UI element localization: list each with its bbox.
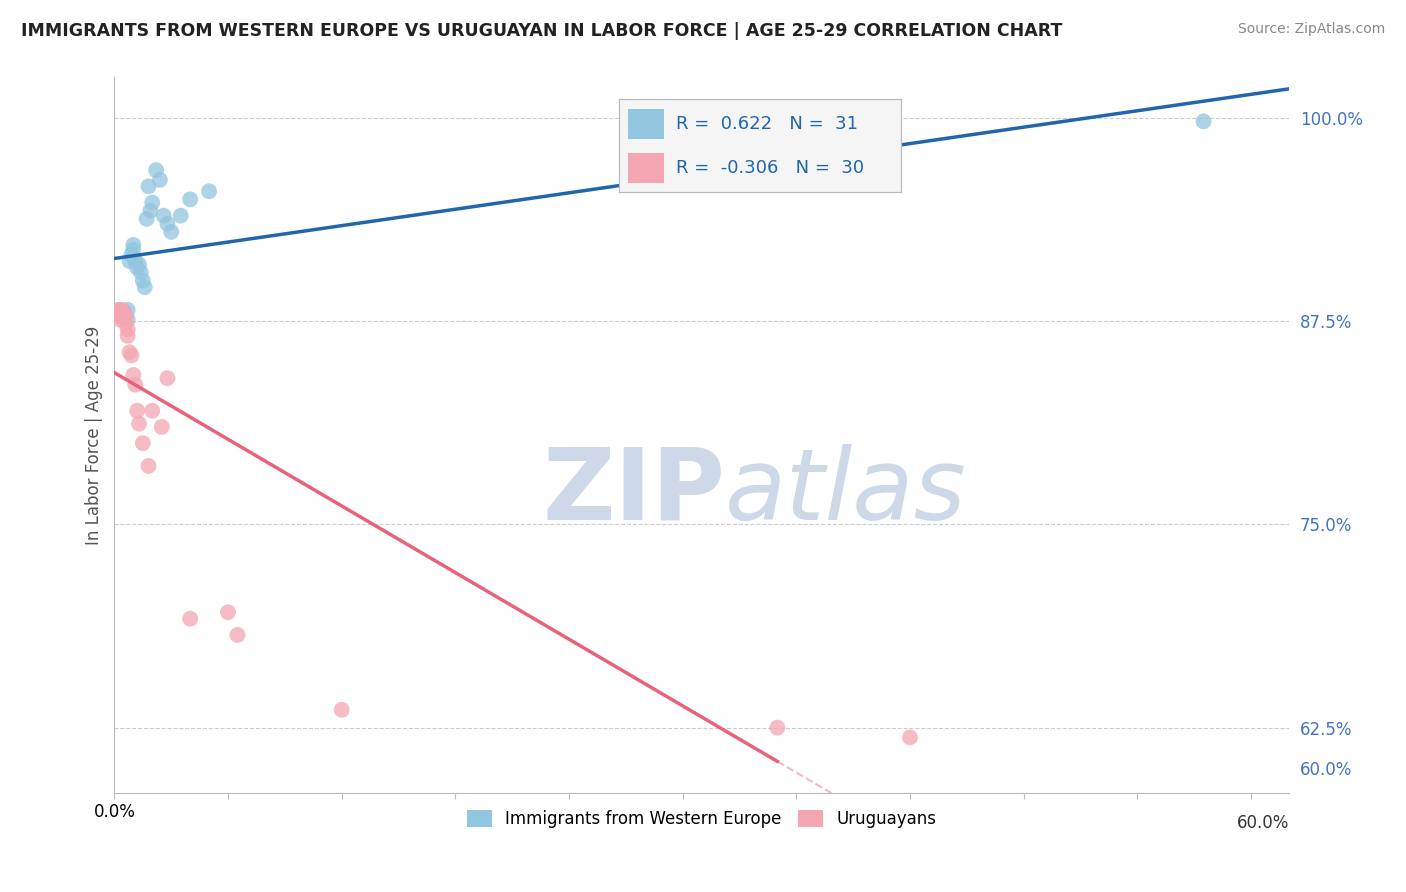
Point xyxy=(138,179,160,194)
Point xyxy=(120,348,142,362)
Text: atlas: atlas xyxy=(725,443,967,541)
Point xyxy=(122,243,145,257)
Point xyxy=(117,312,139,326)
Point xyxy=(107,302,129,317)
Point xyxy=(117,322,139,336)
Point xyxy=(141,403,163,417)
Point xyxy=(122,238,145,252)
Y-axis label: In Labor Force | Age 25-29: In Labor Force | Age 25-29 xyxy=(86,326,103,545)
Point xyxy=(118,345,141,359)
Point xyxy=(127,260,149,275)
Point xyxy=(117,329,139,343)
Point xyxy=(117,302,139,317)
Point xyxy=(1192,114,1215,128)
Point xyxy=(226,628,249,642)
Point xyxy=(112,310,135,324)
Point xyxy=(118,254,141,268)
Point xyxy=(156,217,179,231)
Point xyxy=(114,310,136,324)
Point xyxy=(124,254,146,268)
Point xyxy=(150,420,173,434)
Point xyxy=(129,265,152,279)
Point xyxy=(149,173,172,187)
Point xyxy=(198,184,221,198)
Point xyxy=(156,371,179,385)
Point xyxy=(107,310,129,324)
Point xyxy=(141,195,163,210)
Point xyxy=(160,225,183,239)
Point xyxy=(134,280,156,294)
Point xyxy=(330,703,353,717)
Point xyxy=(139,203,162,218)
Point xyxy=(127,403,149,417)
Point xyxy=(145,163,167,178)
Point xyxy=(108,306,131,320)
Text: IMMIGRANTS FROM WESTERN EUROPE VS URUGUAYAN IN LABOR FORCE | AGE 25-29 CORRELATI: IMMIGRANTS FROM WESTERN EUROPE VS URUGUA… xyxy=(21,22,1063,40)
Point xyxy=(217,605,239,619)
Point xyxy=(114,316,136,330)
Point xyxy=(122,368,145,382)
Point xyxy=(112,304,135,318)
Legend: Immigrants from Western Europe, Uruguayans: Immigrants from Western Europe, Uruguaya… xyxy=(460,803,943,834)
Point xyxy=(111,310,134,324)
Point xyxy=(128,417,150,431)
Point xyxy=(111,302,134,317)
Point xyxy=(152,209,174,223)
Point xyxy=(108,310,131,324)
Point xyxy=(112,308,135,322)
Point xyxy=(132,274,155,288)
Point xyxy=(132,436,155,450)
Point xyxy=(108,310,131,324)
Point xyxy=(766,721,789,735)
Point xyxy=(128,257,150,271)
Point xyxy=(108,302,131,317)
Point xyxy=(179,192,201,206)
Point xyxy=(108,306,131,320)
Point xyxy=(120,247,142,261)
Point xyxy=(108,312,131,326)
Text: ZIP: ZIP xyxy=(543,443,725,541)
Point xyxy=(124,377,146,392)
Point xyxy=(112,306,135,320)
Text: Source: ZipAtlas.com: Source: ZipAtlas.com xyxy=(1237,22,1385,37)
Point xyxy=(179,612,201,626)
Point xyxy=(138,458,160,473)
Point xyxy=(135,211,157,226)
Point xyxy=(898,731,921,745)
Point xyxy=(114,310,136,324)
Point xyxy=(170,209,193,223)
Text: 60.0%: 60.0% xyxy=(1236,814,1289,832)
